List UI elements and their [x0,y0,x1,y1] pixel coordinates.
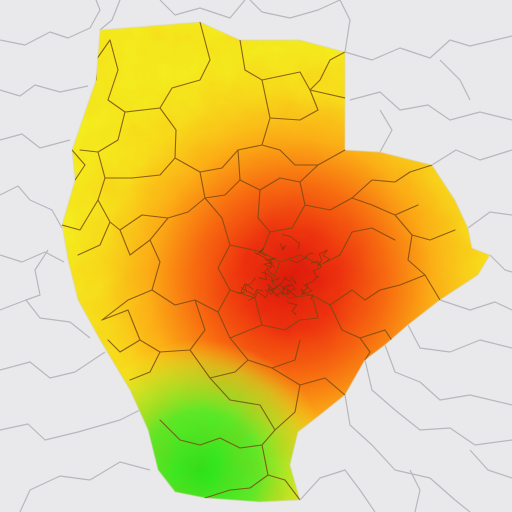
district-border [267,288,280,298]
district-border [316,249,330,268]
district-border [288,252,314,264]
district-border [237,283,254,294]
district-border [287,301,298,315]
district-border [247,289,264,296]
district-border [300,291,314,301]
district-border [240,277,256,293]
district-border [304,275,320,286]
district-border [258,271,268,281]
district-border [279,243,287,251]
district-border [282,285,298,298]
district-border [300,283,313,295]
district-border [281,234,301,250]
district-border [290,276,296,284]
district-border [264,258,274,276]
district-border [310,260,322,278]
district-border [264,267,280,282]
district-border [254,251,274,269]
district-border [257,247,267,257]
central-district-borders [237,234,330,315]
district-border [248,289,269,302]
district-border [281,283,296,295]
district-border [268,257,276,268]
